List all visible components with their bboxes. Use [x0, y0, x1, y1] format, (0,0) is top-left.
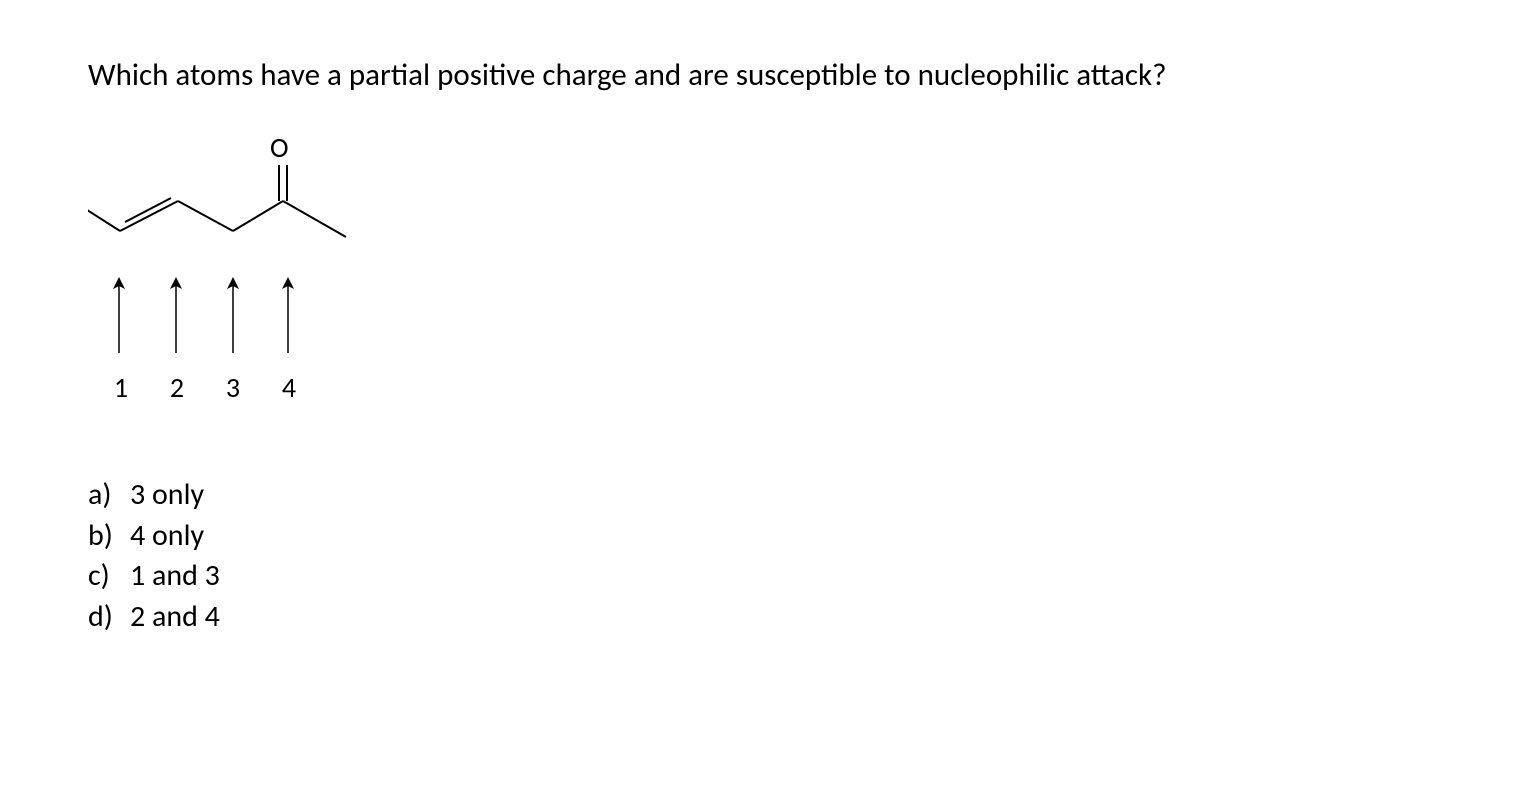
- option-text: 2 and 4: [130, 597, 220, 638]
- chemical-structure-container: O 1 2 3 4: [88, 135, 468, 435]
- option-letter: b): [88, 516, 130, 557]
- option-letter: c): [88, 556, 130, 597]
- carbon-label-3: 3: [223, 370, 243, 405]
- option-text: 4 only: [130, 516, 204, 557]
- option-a: a) 3 only: [88, 475, 1444, 516]
- option-letter: a): [88, 475, 130, 516]
- carbon-labels-row: 1 2 3 4: [111, 370, 299, 405]
- option-text: 3 only: [130, 475, 204, 516]
- carbon-label-2: 2: [167, 370, 187, 405]
- answer-options: a) 3 only b) 4 only c) 1 and 3 d) 2 and …: [88, 475, 1444, 637]
- option-letter: d): [88, 597, 130, 638]
- carbon-label-4: 4: [279, 370, 299, 405]
- question-text: Which atoms have a partial positive char…: [88, 55, 1444, 95]
- option-d: d) 2 and 4: [88, 597, 1444, 638]
- carbon-label-1: 1: [111, 370, 131, 405]
- option-c: c) 1 and 3: [88, 556, 1444, 597]
- option-text: 1 and 3: [130, 556, 220, 597]
- option-b: b) 4 only: [88, 516, 1444, 557]
